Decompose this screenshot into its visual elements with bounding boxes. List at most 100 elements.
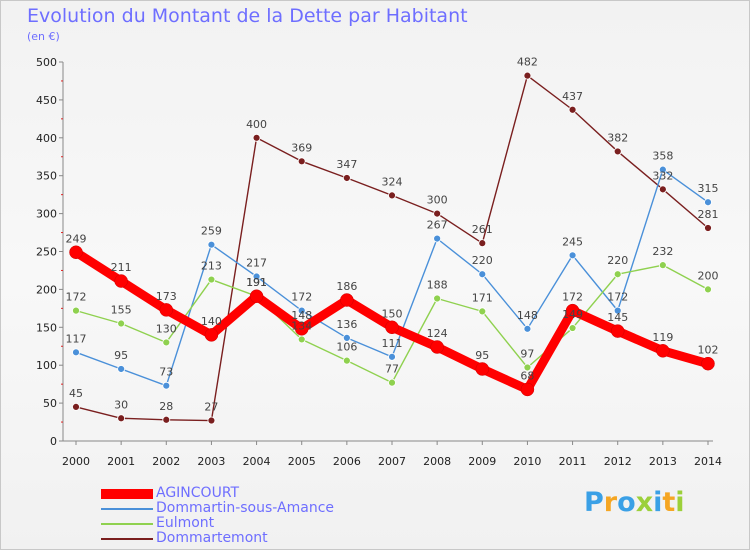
data-point — [433, 234, 442, 243]
data-point — [72, 306, 80, 315]
legend-label: Eulmont — [156, 515, 215, 531]
data-point — [114, 274, 128, 288]
data-label: 482 — [517, 56, 538, 69]
data-point — [568, 105, 577, 114]
data-label: 95 — [475, 349, 489, 362]
data-label: 358 — [652, 150, 673, 163]
legend: AGINCOURT Dommartin-sous-Amance Eulmont … — [101, 486, 401, 546]
data-label: 217 — [246, 257, 267, 270]
data-point — [342, 174, 351, 182]
legend-swatch — [101, 508, 153, 510]
data-label: 267 — [427, 219, 448, 232]
proxiti-logo: Proxiti — [584, 487, 685, 518]
legend-item-agincourt: AGINCOURT — [101, 486, 401, 501]
data-label: 200 — [698, 269, 719, 282]
x-tick-label: 2005 — [288, 455, 316, 468]
data-label: 369 — [291, 141, 312, 154]
data-point — [340, 293, 354, 307]
data-label: 332 — [652, 169, 673, 182]
data-label: 172 — [291, 291, 312, 304]
data-point — [475, 362, 490, 376]
x-tick-label: 2008 — [423, 455, 451, 468]
legend-label: AGINCOURT — [156, 485, 240, 501]
logo-letter: P — [584, 487, 604, 518]
data-label: 382 — [607, 131, 628, 144]
data-point — [704, 198, 712, 207]
data-point — [249, 289, 264, 303]
data-point — [388, 378, 396, 387]
data-point — [478, 307, 487, 316]
data-point — [117, 319, 126, 328]
data-point — [613, 147, 622, 156]
data-point — [162, 381, 171, 390]
data-point — [117, 414, 126, 423]
data-point — [433, 294, 442, 303]
data-label: 220 — [607, 254, 628, 267]
data-label: 45 — [69, 387, 83, 400]
x-tick-label: 2006 — [333, 455, 361, 468]
data-point — [297, 306, 306, 315]
data-label: 30 — [114, 398, 128, 411]
data-point — [658, 185, 667, 194]
data-point — [568, 324, 577, 332]
data-label: 186 — [336, 280, 357, 293]
data-label: 95 — [114, 349, 128, 362]
data-point — [704, 224, 712, 232]
data-point — [294, 322, 309, 336]
data-label: 102 — [698, 344, 719, 357]
y-tick-label: 300 — [36, 208, 57, 221]
data-label: 232 — [652, 245, 673, 258]
data-label: 111 — [382, 337, 403, 350]
data-label: 145 — [607, 311, 628, 324]
data-label: 173 — [156, 290, 177, 303]
y-tick-label: 350 — [36, 170, 57, 183]
legend-swatch — [101, 523, 153, 525]
data-point — [69, 245, 83, 260]
data-point — [252, 272, 261, 281]
data-label: 130 — [156, 322, 177, 335]
data-point — [658, 261, 667, 270]
legend-swatch — [101, 538, 153, 540]
data-label: 27 — [204, 401, 218, 414]
y-tick-label: 150 — [36, 321, 57, 334]
data-label: 211 — [111, 261, 132, 274]
legend-item-dommartin-sous-amance: Dommartin-sous-Amance — [101, 501, 401, 516]
data-label: 117 — [66, 332, 87, 345]
data-label: 324 — [382, 175, 403, 188]
data-point — [613, 270, 622, 279]
data-label: 249 — [66, 232, 87, 245]
data-label: 150 — [382, 307, 403, 320]
y-tick-label: 400 — [36, 132, 57, 145]
x-tick-label: 2012 — [604, 455, 632, 468]
legend-label: Dommartemont — [156, 530, 268, 546]
logo-letter: i — [675, 487, 685, 518]
data-label: 300 — [427, 194, 448, 207]
data-point — [117, 365, 126, 373]
data-label: 155 — [111, 304, 132, 317]
x-tick-label: 2009 — [468, 455, 496, 468]
y-tick-label: 250 — [36, 246, 57, 259]
data-point — [565, 303, 580, 318]
x-tick-label: 2014 — [694, 455, 722, 468]
data-label: 68 — [520, 369, 534, 382]
data-point — [297, 157, 306, 166]
x-tick-label: 2011 — [559, 455, 587, 468]
data-point — [162, 338, 171, 347]
data-label: 172 — [562, 291, 583, 304]
data-point — [342, 356, 351, 365]
x-tick-label: 2000 — [62, 455, 90, 468]
data-label: 172 — [607, 291, 628, 304]
data-point — [520, 382, 535, 397]
data-point — [388, 191, 396, 200]
legend-label: Dommartin-sous-Amance — [156, 500, 335, 516]
data-label: 148 — [291, 309, 312, 322]
data-point — [297, 335, 306, 344]
data-label: 119 — [652, 331, 673, 344]
data-point — [388, 352, 396, 361]
data-label: 191 — [246, 276, 267, 289]
data-label: 172 — [66, 291, 87, 304]
legend-swatch — [101, 489, 153, 499]
x-tick-label: 2003 — [197, 455, 225, 468]
data-point — [385, 320, 399, 335]
